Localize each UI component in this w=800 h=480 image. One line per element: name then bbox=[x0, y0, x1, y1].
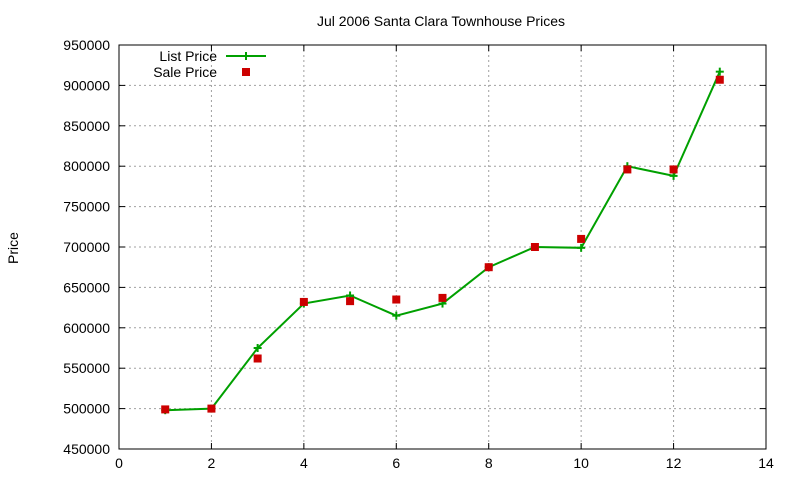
y-tick-label: 600000 bbox=[63, 320, 110, 336]
grid bbox=[119, 45, 766, 449]
sale-price-point bbox=[392, 295, 401, 304]
sale-price-point bbox=[530, 243, 539, 251]
y-tick-label: 850000 bbox=[63, 118, 110, 134]
x-tick-label: 0 bbox=[115, 455, 123, 471]
y-tick-label: 550000 bbox=[63, 360, 110, 376]
x-tick-label: 8 bbox=[485, 455, 493, 471]
list-price-point bbox=[253, 344, 262, 352]
list-price-point bbox=[715, 67, 724, 76]
chart-title: Jul 2006 Santa Clara Townhouse Prices bbox=[317, 13, 565, 29]
x-tick-label: 2 bbox=[208, 455, 216, 471]
plot-border bbox=[118, 44, 767, 450]
sale-price-point bbox=[161, 405, 170, 414]
y-tick-label: 700000 bbox=[63, 239, 110, 255]
y-tick-label: 900000 bbox=[63, 77, 110, 93]
sale-price-point bbox=[715, 75, 724, 84]
y-tick-label: 800000 bbox=[63, 158, 110, 174]
list-price-point bbox=[392, 311, 401, 320]
y-tick-label: 750000 bbox=[63, 199, 110, 215]
x-tick-label: 12 bbox=[666, 455, 682, 471]
sale-price-point bbox=[669, 165, 678, 174]
y-axis-label: Price bbox=[5, 232, 21, 264]
list-price-point bbox=[577, 243, 586, 252]
sale-price-point bbox=[484, 263, 493, 272]
x-tick-label: 10 bbox=[573, 455, 589, 471]
x-tick-label: 4 bbox=[300, 455, 308, 471]
x-axis: 0 2 4 6 8 10 12 14 bbox=[115, 45, 774, 471]
sale-price-point bbox=[253, 354, 262, 363]
legend-label-sale-price: Sale Price bbox=[153, 64, 217, 80]
list-price-line bbox=[165, 71, 721, 412]
legend-label-list-price: List Price bbox=[159, 48, 217, 64]
series-sale-price bbox=[161, 75, 724, 414]
legend-swatch-sale-price-marker bbox=[242, 68, 250, 76]
series-layer bbox=[161, 67, 724, 415]
legend: List Price Sale Price bbox=[153, 48, 266, 80]
y-tick-label: 950000 bbox=[63, 37, 110, 53]
sale-price-point bbox=[577, 234, 586, 243]
sale-price-point bbox=[438, 293, 447, 302]
y-tick-label: 650000 bbox=[63, 279, 110, 295]
sale-price-point bbox=[299, 297, 308, 306]
x-tick-label: 6 bbox=[392, 455, 400, 471]
sale-price-point bbox=[346, 297, 355, 306]
y-axis: 450000 500000 550000 600000 650000 700000 7500… bbox=[63, 37, 766, 457]
x-tick-label: 14 bbox=[758, 455, 774, 471]
series-list-price bbox=[161, 67, 724, 415]
y-tick-label: 500000 bbox=[63, 401, 110, 417]
y-tick-label: 450000 bbox=[63, 441, 110, 457]
sale-price-point bbox=[623, 165, 632, 174]
legend-swatches bbox=[226, 52, 266, 76]
legend-swatch-list-price-marker bbox=[242, 52, 250, 60]
sale-price-point bbox=[207, 404, 216, 413]
